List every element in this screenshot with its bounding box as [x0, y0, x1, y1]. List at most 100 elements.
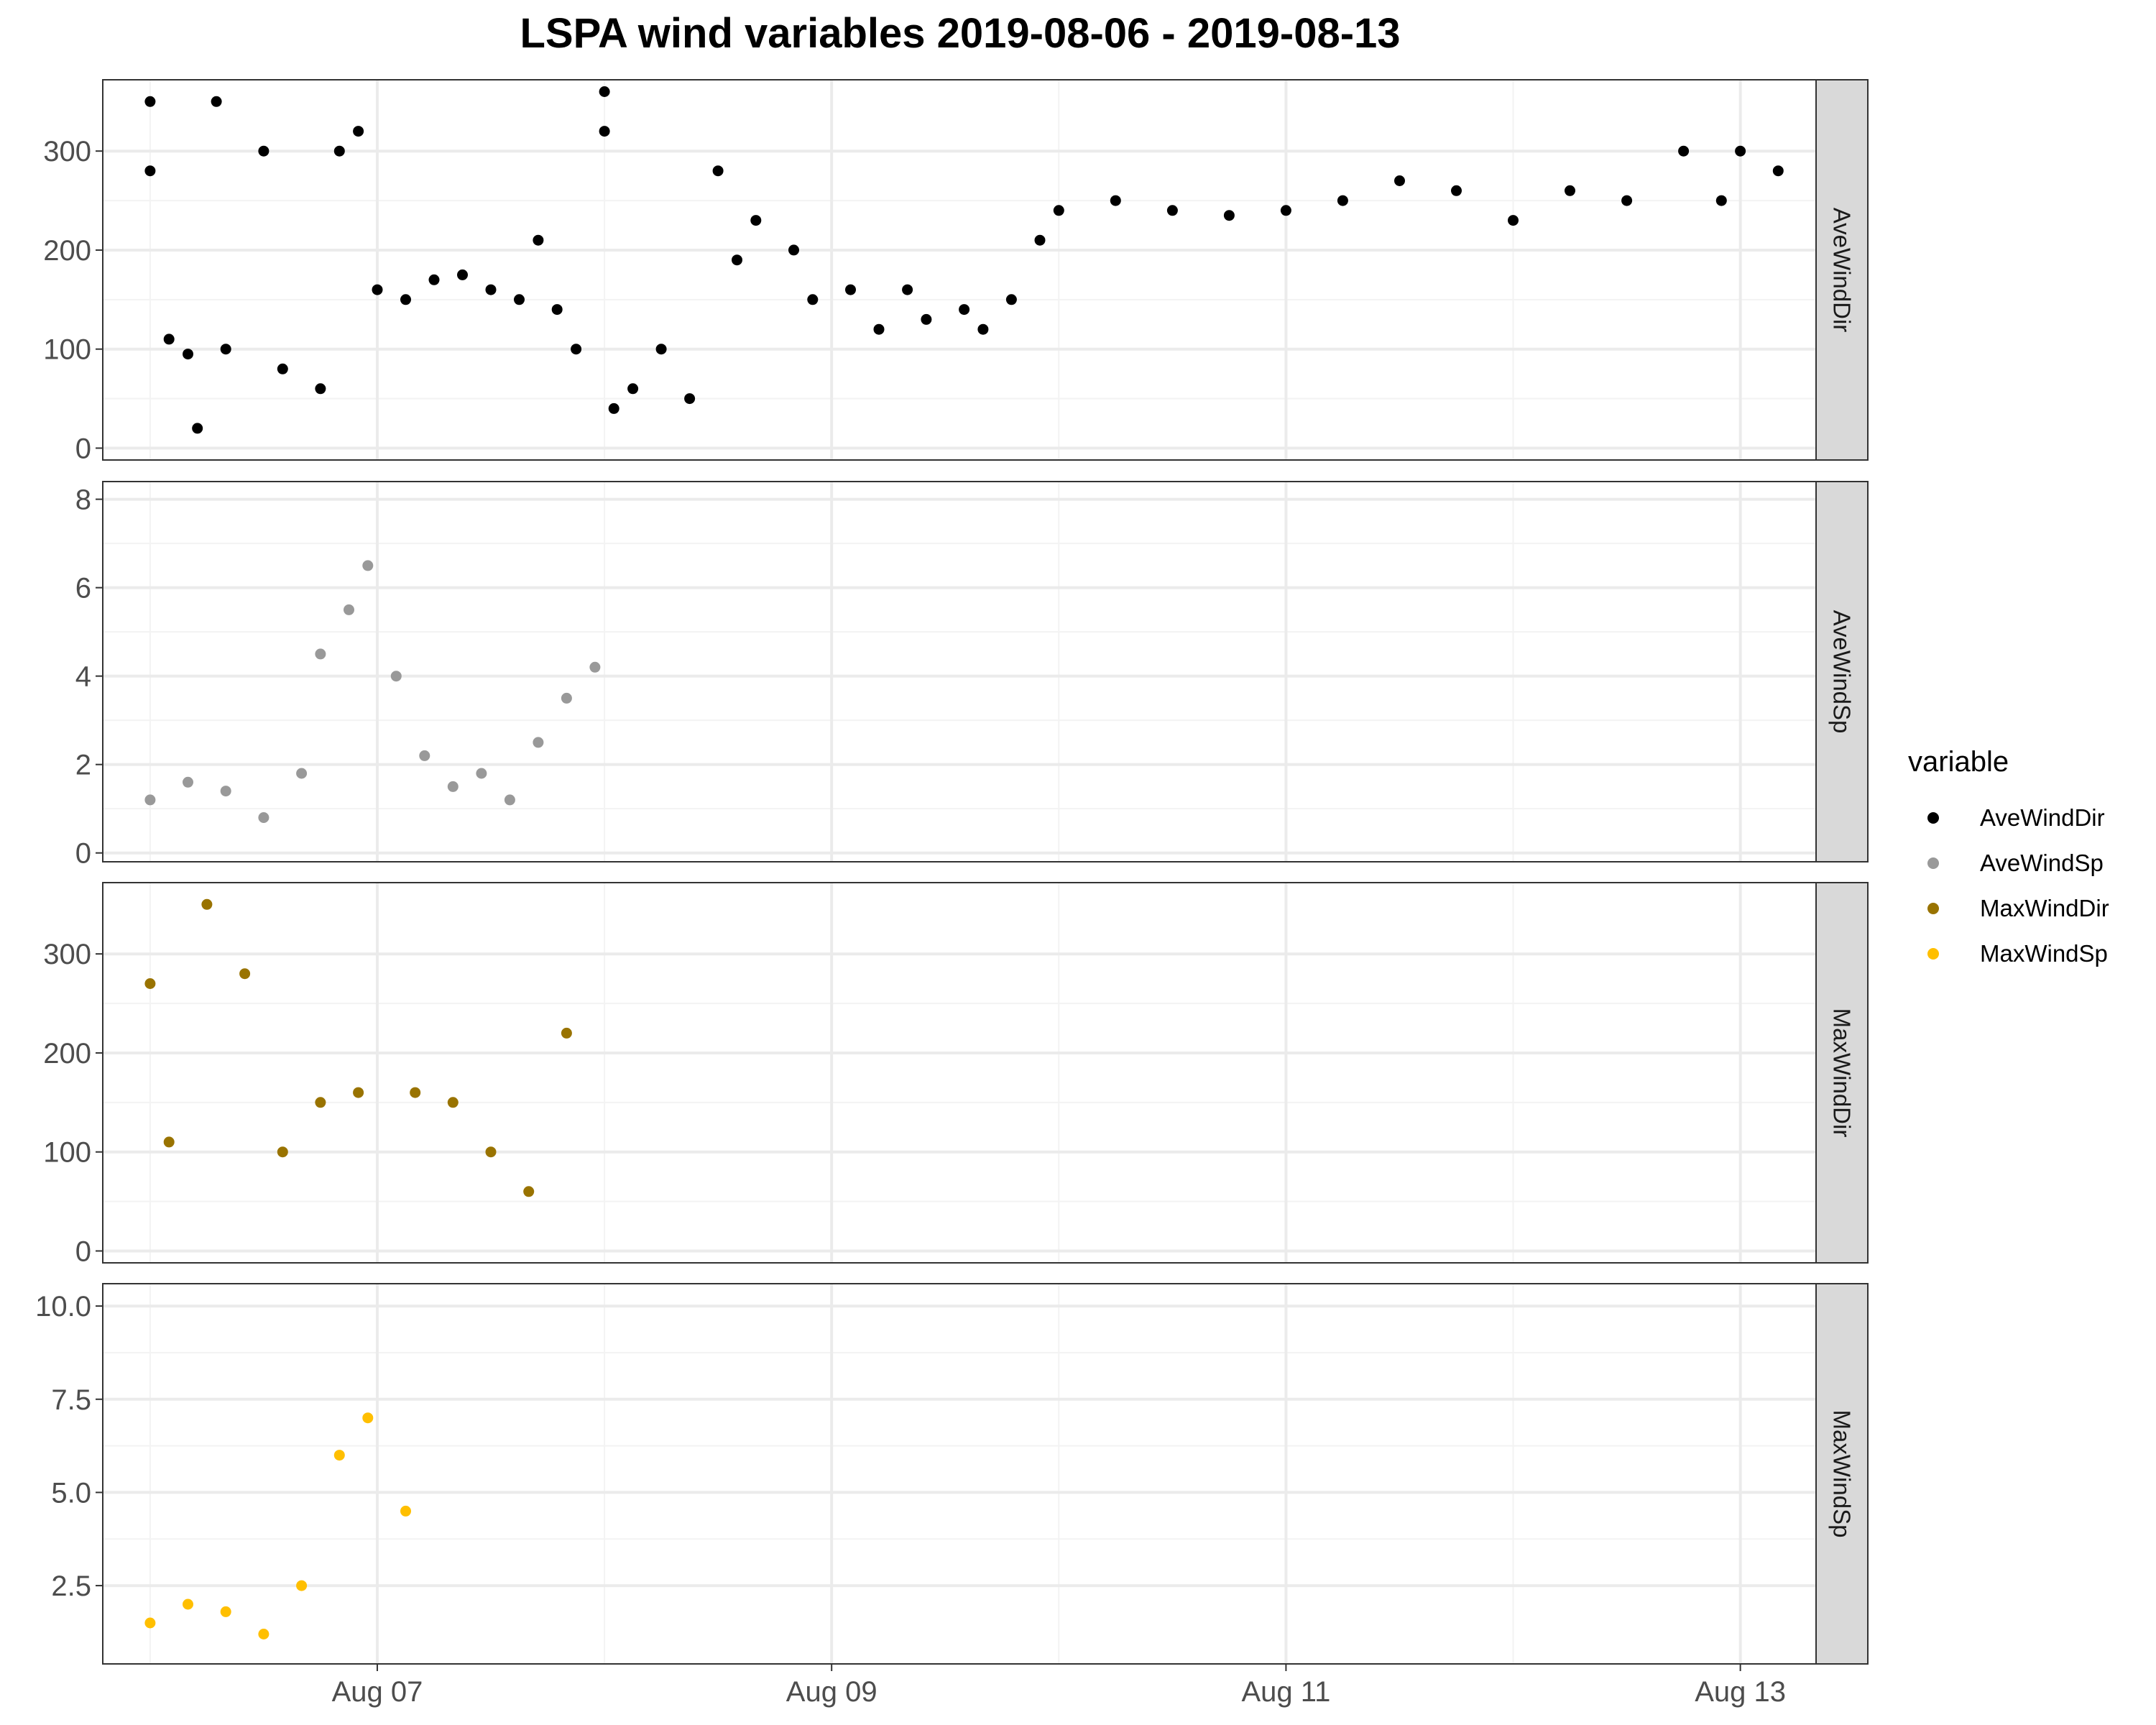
- data-point: [1394, 175, 1405, 186]
- data-point: [1280, 205, 1291, 216]
- facet-strip: [1815, 882, 1869, 1264]
- legend-item-MaxWindSp: MaxWindSp: [1927, 940, 2108, 967]
- x-axis: Aug 07 Aug 09 Aug 11 Aug 13: [332, 1664, 1786, 1708]
- chart-title: LSPA wind variables 2019-08-06 - 2019-08…: [520, 10, 1400, 57]
- data-point: [372, 284, 383, 295]
- data-point: [144, 1617, 156, 1629]
- legend-key: [1927, 948, 1939, 960]
- data-point: [750, 215, 762, 226]
- panel-background: [103, 883, 1816, 1263]
- data-point: [183, 349, 193, 360]
- data-point: [1337, 195, 1348, 206]
- data-point: [1565, 185, 1575, 196]
- data-point: [333, 145, 345, 157]
- data-point: [655, 344, 667, 355]
- legend-label: MaxWindSp: [1980, 940, 2108, 967]
- data-point: [788, 244, 799, 256]
- data-point: [211, 96, 222, 107]
- data-point: [353, 1087, 364, 1098]
- data-point: [220, 344, 231, 355]
- data-point: [344, 604, 354, 615]
- data-point: [277, 1146, 288, 1158]
- data-point: [921, 313, 932, 325]
- legend-item-AveWindSp: AveWindSp: [1927, 850, 2104, 876]
- data-point: [315, 648, 326, 660]
- data-point: [977, 323, 989, 335]
- data-point: [457, 269, 468, 280]
- data-point: [561, 1027, 572, 1039]
- legend-key: [1927, 812, 1939, 824]
- data-point: [1053, 205, 1064, 216]
- data-point: [533, 234, 544, 246]
- facet-strip-label: AveWindDir: [1829, 208, 1856, 333]
- facet-strip: [1815, 481, 1869, 862]
- x-tick-label: Aug 07: [332, 1676, 423, 1708]
- y-tick-label: 100: [43, 1137, 91, 1169]
- data-point: [239, 968, 251, 980]
- data-point: [192, 423, 203, 434]
- facet-strip-label: MaxWindDir: [1829, 1008, 1856, 1138]
- data-point: [807, 294, 819, 305]
- facet-strip: [1815, 79, 1869, 461]
- data-point: [144, 165, 156, 177]
- series-MaxWindSp: [144, 1412, 411, 1639]
- y-tick-label: 5.0: [51, 1477, 91, 1509]
- data-point: [902, 284, 913, 295]
- y-tick-label: 0: [75, 433, 91, 464]
- facet-strip-label: AveWindSp: [1829, 610, 1856, 734]
- data-point: [551, 304, 563, 316]
- panel-MaxWindSp: 2.5 5.0 7.5 10.0 MaxWindSp: [35, 1283, 1869, 1665]
- data-point: [1110, 195, 1121, 206]
- data-point: [485, 1146, 497, 1158]
- data-point: [362, 560, 374, 571]
- legend-key: [1927, 903, 1939, 914]
- y-tick-label: 10.0: [35, 1291, 91, 1322]
- series-MaxWindDir: [144, 898, 572, 1197]
- panel-MaxWindDir: 0 100 200 300 MaxWindDir: [43, 882, 1869, 1267]
- panel-AveWindDir: 0 100 200 300 AveWindDir: [43, 79, 1869, 464]
- data-point: [845, 284, 856, 295]
- data-point: [410, 1087, 421, 1098]
- data-point: [476, 768, 487, 779]
- data-point: [1034, 234, 1046, 246]
- legend-label: MaxWindDir: [1980, 895, 2109, 921]
- y-tick-label: 100: [43, 334, 91, 366]
- data-point: [627, 383, 639, 395]
- panel-background: [103, 1284, 1816, 1664]
- data-point: [277, 363, 288, 374]
- data-point: [419, 750, 430, 761]
- data-point: [1166, 205, 1178, 216]
- y-tick-label: 0: [75, 1236, 91, 1267]
- legend-title: variable: [1908, 746, 2009, 778]
- data-point: [1005, 294, 1017, 305]
- legend: variable AveWindDir AveWindSp MaxWindDir Ma…: [1908, 746, 2109, 967]
- y-tick-label: 2: [75, 750, 91, 781]
- data-point: [220, 786, 231, 797]
- data-point: [684, 393, 696, 405]
- data-point: [163, 334, 175, 345]
- panel-AveWindSp: 0 2 4 6 8 AveWindSp: [75, 481, 1869, 870]
- y-tick-label: 200: [43, 1038, 91, 1070]
- legend-label: AveWindDir: [1980, 804, 2105, 831]
- data-point: [163, 1136, 175, 1148]
- data-point: [1678, 145, 1690, 157]
- data-point: [504, 794, 515, 806]
- data-point: [258, 812, 270, 823]
- data-point: [390, 671, 402, 682]
- y-tick-label: 8: [75, 484, 91, 516]
- data-point: [873, 323, 885, 335]
- data-point: [400, 294, 411, 305]
- data-point: [144, 96, 156, 107]
- data-point: [362, 1412, 374, 1424]
- data-point: [258, 1629, 270, 1639]
- data-point: [296, 1580, 308, 1591]
- data-point: [712, 165, 724, 177]
- y-tick-label: 4: [75, 661, 91, 693]
- data-point: [1451, 185, 1462, 196]
- y-tick-label: 2.5: [51, 1570, 91, 1602]
- panel-background: [103, 80, 1816, 460]
- data-point: [400, 1505, 411, 1517]
- data-point: [220, 1606, 231, 1617]
- data-point: [571, 344, 582, 355]
- data-point: [447, 1097, 459, 1108]
